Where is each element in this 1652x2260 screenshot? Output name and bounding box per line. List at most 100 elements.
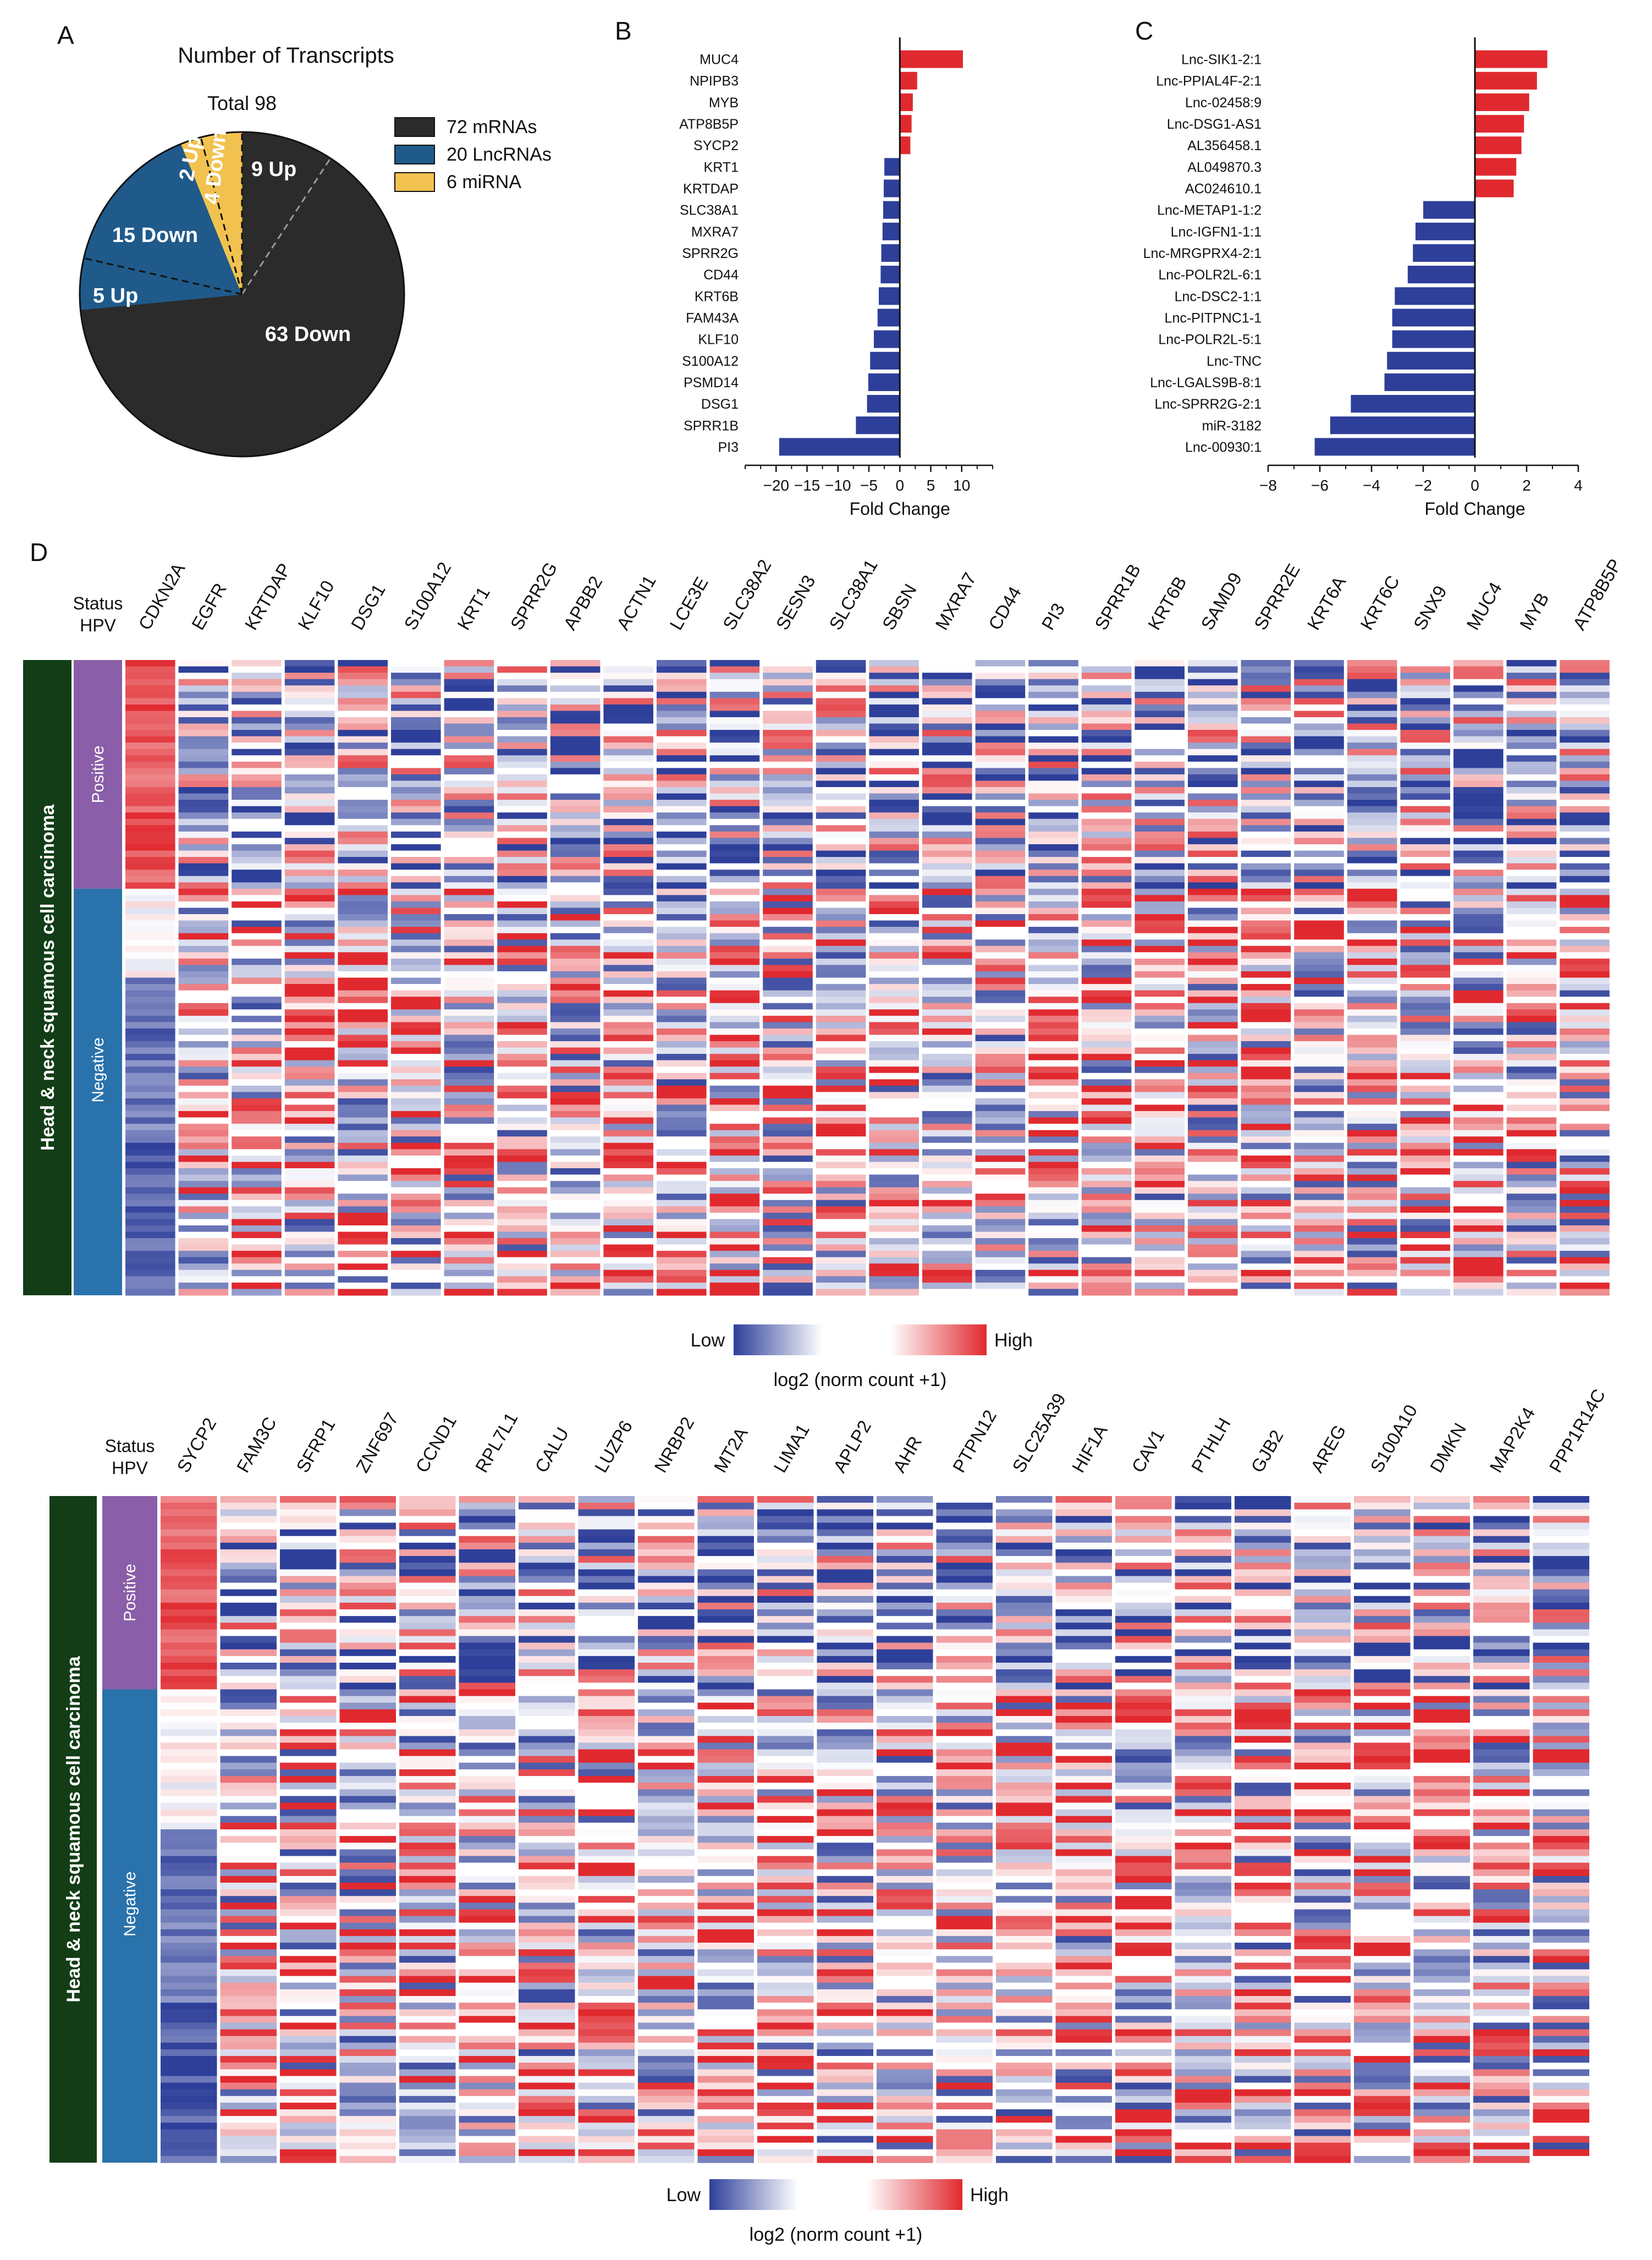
heatmap-cell <box>578 1849 635 1857</box>
heatmap-cell <box>125 666 175 673</box>
heatmap-cell <box>1188 1289 1238 1296</box>
heatmap-cell <box>975 1244 1026 1251</box>
heatmap-cell <box>877 1989 933 1997</box>
heatmap-cell <box>161 1849 217 1857</box>
heatmap-cell <box>1453 730 1504 737</box>
heatmap-cell <box>1453 958 1504 965</box>
heatmap-cell <box>125 1231 175 1239</box>
heatmap-cell <box>709 1035 760 1042</box>
heatmap-cell <box>1028 945 1078 953</box>
heatmap-cell <box>519 1715 575 1723</box>
heatmap-cell <box>1241 870 1291 877</box>
hpv-negative-bar <box>102 1689 157 2163</box>
heatmap-cell <box>869 698 919 705</box>
heatmap-cell <box>339 1762 396 1770</box>
heatmap-cell <box>1347 850 1397 857</box>
heatmap-cell <box>763 1098 813 1106</box>
heatmap-cell <box>1560 1200 1610 1207</box>
bar-al356458-1 <box>1475 136 1522 155</box>
heatmap-cell <box>1560 1022 1610 1029</box>
heatmap-cell <box>757 1656 814 1663</box>
heatmap-cell <box>1347 1054 1397 1061</box>
heatmap-cell <box>280 1783 337 1790</box>
heatmap-cell <box>763 1289 813 1296</box>
heatmap-cell <box>1453 863 1504 870</box>
heatmap-cell <box>232 1187 282 1194</box>
heatmap-cell <box>339 1582 396 1590</box>
heatmap-cell <box>1506 1276 1557 1283</box>
heatmap-cell <box>1241 876 1291 883</box>
heatmap-cell <box>936 2056 993 2063</box>
heatmap-cell <box>391 1092 441 1099</box>
heatmap-cell <box>638 1676 695 1683</box>
heatmap-cell <box>125 800 175 807</box>
heatmap-cell <box>922 1041 972 1048</box>
heatmap-cell <box>519 1663 575 1670</box>
heatmap-cell <box>603 927 653 934</box>
heatmap-cell <box>1560 666 1610 673</box>
heatmap-cell <box>459 1663 515 1670</box>
heatmap-cell <box>1115 1836 1172 1843</box>
heatmap-cell <box>975 1206 1026 1213</box>
heatmap-cell <box>1115 1982 1172 1990</box>
x-tick-label: 10 <box>953 477 970 494</box>
heatmap-cell <box>280 1935 337 1943</box>
heatmap-cell <box>1560 673 1610 680</box>
heatmap-cell <box>877 1596 933 1603</box>
heatmap-cell <box>1347 1238 1397 1245</box>
heatmap-cell <box>1235 1669 1291 1676</box>
heatmap-cell <box>1081 1257 1132 1264</box>
column-label-muc4: MUC4 <box>1462 579 1506 633</box>
heatmap-cell <box>220 2056 277 2063</box>
heatmap-cell <box>399 1503 456 1510</box>
heatmap-cell <box>877 1882 933 1890</box>
heatmap-cell <box>1135 685 1185 692</box>
heatmap-cell <box>444 723 494 730</box>
heatmap-cell <box>550 831 601 838</box>
heatmap-cell <box>816 749 866 756</box>
heatmap-cell <box>877 1616 933 1623</box>
heatmap-cell <box>996 1869 1053 1877</box>
column-label-mxra7: MXRA7 <box>931 569 980 634</box>
heatmap-cell <box>1188 793 1238 800</box>
heatmap-cell <box>338 1022 388 1029</box>
bar-chart-panel-c: Lnc-SIK1-2:1Lnc-PPIAL4F-2:1Lnc-02458:9Ln… <box>1143 37 1583 519</box>
heatmap-cell <box>877 1522 933 1530</box>
heatmap-cell <box>161 2142 217 2150</box>
heatmap-cell <box>1188 1162 1238 1169</box>
heatmap-cell <box>444 1219 494 1226</box>
bar-lnc-dsc2-1-1 <box>1395 287 1475 305</box>
heatmap-cell <box>399 1982 456 1990</box>
heatmap-cell <box>1347 818 1397 826</box>
heatmap-cell <box>550 1022 601 1029</box>
heatmap-cell <box>936 1849 993 1857</box>
heatmap-cell <box>459 1596 515 1603</box>
heatmap-cell <box>444 717 494 724</box>
heatmap-cell <box>709 1162 760 1169</box>
heatmap-cell <box>125 1022 175 1029</box>
heatmap-cell <box>697 1742 754 1750</box>
heatmap-cell <box>877 1556 933 1563</box>
heatmap-cell <box>391 793 441 800</box>
heatmap-cell <box>1081 743 1132 750</box>
heatmap-cell <box>1560 1009 1610 1016</box>
heatmap-cell <box>1235 1676 1291 1683</box>
heatmap-cell <box>996 2109 1053 2116</box>
heatmap-cell <box>1028 768 1078 775</box>
heatmap-cell <box>1055 1909 1112 1917</box>
heatmap-cell <box>578 1663 635 1670</box>
heatmap-cell <box>817 1723 873 1730</box>
heatmap-cell <box>1135 1225 1185 1233</box>
column-label-lce3e: LCE3E <box>665 573 712 633</box>
heatmap-cell <box>1175 2042 1231 2050</box>
heatmap-cell <box>399 1569 456 1577</box>
heatmap-cell <box>339 1542 396 1550</box>
heatmap-cell <box>817 1809 873 1817</box>
bar-cd44 <box>880 266 900 284</box>
heatmap-cell <box>1294 1219 1344 1226</box>
heatmap-cell <box>869 908 919 915</box>
heatmap-cell <box>519 1849 575 1857</box>
heatmap-cell <box>1055 1582 1112 1590</box>
heatmap-cell <box>975 952 1026 959</box>
heatmap-cell <box>284 1066 335 1074</box>
